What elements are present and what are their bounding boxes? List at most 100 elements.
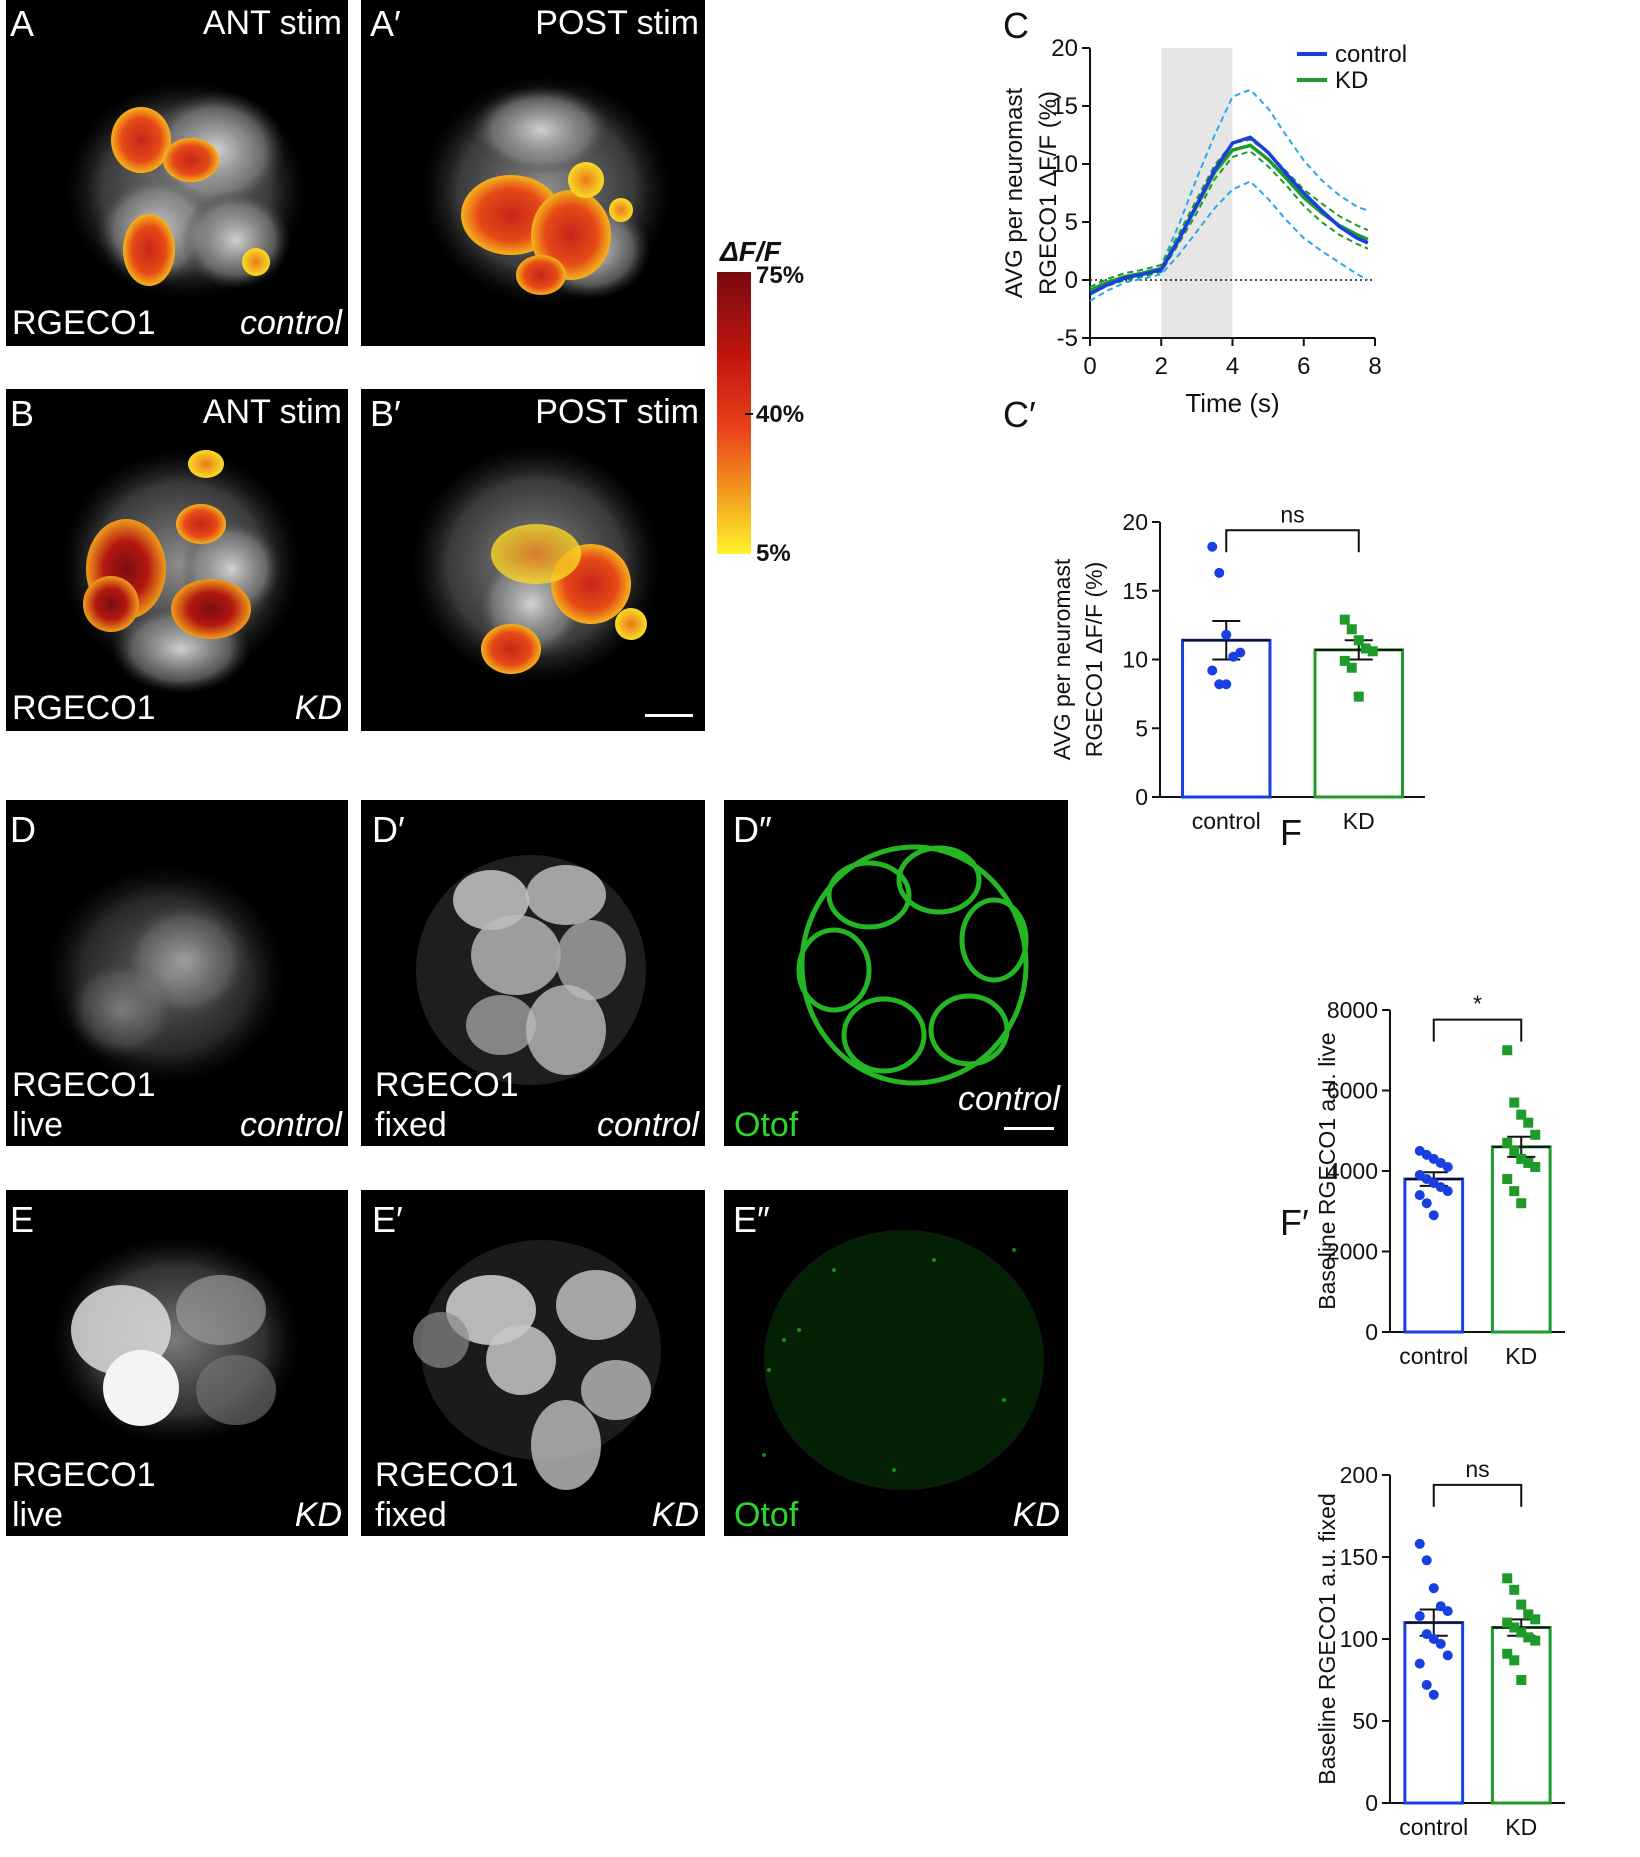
data-point-kd [1530,1614,1541,1625]
x-tick-label-kd: KD [1343,808,1375,834]
data-point-kd [1339,614,1350,625]
panel-D-indicator-label: RGECO1 [12,1066,156,1104]
data-point-kd [1502,1174,1513,1185]
panel-A-indicator-label: RGECO1 [12,304,156,342]
data-point-control [1414,1611,1425,1622]
panel-letter-B: B [10,393,35,434]
significance-bracket [1225,529,1360,553]
chart-C-prime-svg: 0 5 10 15 20 AVG per neuromast RGECO1 ΔF/F (%)… [1049,501,1425,834]
data-point-control [1414,1190,1425,1201]
y-axis-label: Baseline RGECO1 a.u. fixed [1314,1493,1340,1784]
panel-D-prime-genotype-label: control [596,1106,699,1144]
data-point-kd [1502,1045,1513,1056]
y-tick-label: 6000 [1327,1078,1378,1104]
y-axis-label: RGECO1 ΔF/F (%) [1081,562,1107,758]
data-point-kd [1523,1157,1534,1168]
panel-E-condition-label: live [12,1496,64,1534]
data-point-kd [1523,1632,1534,1643]
data-point-control [1235,647,1246,658]
data-point-kd [1516,1675,1527,1685]
bar-kd [1490,1626,1552,1805]
panel-letter-C-prime: C′ [1003,394,1036,435]
panel-E-double-prime-stain-label: Otof [734,1496,799,1534]
panel-A-micrograph [66,80,306,300]
x-tick-label-control: control [1399,1343,1468,1369]
panel-A-stim-label: ANT stim [202,4,342,42]
data-point-control [1214,567,1225,578]
panel-E-prime-genotype-label: KD [651,1496,699,1534]
data-point-kd [1346,662,1357,673]
data-point-control [1421,1679,1432,1690]
colorbar-tick-mid [745,413,753,415]
panel-letter-E: E [10,1199,35,1240]
panel-A-genotype-label: control [239,304,342,342]
scale-bar-D-double-prime [1004,1127,1054,1130]
data-point-kd [1516,1627,1527,1638]
y-tick-label: 10 [1122,647,1148,673]
panel-letter-A-prime: A′ [370,3,401,44]
x-tick-label: 8 [1368,353,1381,380]
panel-E-prime-image: RGECO1 fixed KD [361,1190,705,1536]
x-tick-label-control: control [1399,1814,1468,1840]
y-tick-label: 10 [1051,151,1078,178]
data-point-kd [1346,624,1357,635]
panel-E-prime-condition-label: fixed [375,1496,447,1534]
panel-D-image: RGECO1 live control [6,800,348,1146]
y-tick-label: 15 [1051,93,1078,120]
data-point-kd [1516,1153,1527,1164]
panel-E-prime-micrograph [413,1240,661,1490]
chart-C-prime: 0 5 10 15 20 AVG per neuromast RGECO1 ΔF/F (%)… [1010,480,1530,900]
y-axis-label: RGECO1 ΔF/F (%) [1035,91,1062,295]
data-point-kd [1509,1186,1520,1197]
stim-shading [1161,48,1233,338]
y-tick-label: 2000 [1327,1239,1378,1265]
data-point-kd [1523,1609,1534,1620]
data-point-control [1428,1634,1439,1644]
panel-letter-D-prime: D′ [372,809,405,850]
x-tick-label-control: control [1192,808,1261,834]
y-tick-label: 20 [1051,35,1078,62]
panel-letter-D: D [10,809,36,850]
panel-letter-C: C [1003,5,1029,46]
legend-label-control: control [1335,41,1407,68]
data-point-kd [1502,1648,1513,1659]
y-axis-label: AVG per neuromast [1001,88,1028,299]
data-point-kd [1367,646,1378,657]
data-point-control [1435,1638,1446,1649]
panel-B-indicator-label: RGECO1 [12,689,156,727]
y-tick-label: 8000 [1327,997,1378,1023]
panel-D-micrograph [46,865,286,1085]
data-point-kd [1523,1117,1534,1128]
bar-control [1181,638,1272,799]
data-point-kd [1530,1129,1541,1140]
data-point-kd [1353,691,1364,702]
data-point-kd [1516,1599,1527,1610]
x-tick-label: 6 [1297,353,1310,380]
panel-B-prime-micrograph [411,444,661,684]
scale-bar-B-prime [645,714,693,717]
x-tick-label: 2 [1155,353,1168,380]
y-tick-label: 0 [1365,1790,1378,1816]
significance-label: ns [1465,1456,1489,1482]
panel-D-genotype-label: control [239,1106,342,1144]
bar-control [1403,1621,1465,1805]
data-point-kd [1502,1137,1513,1148]
data-point-control [1428,1210,1439,1221]
x-tick-label-kd: KD [1505,1814,1537,1840]
data-point-control [1421,1629,1432,1640]
data-point-control [1428,1583,1439,1594]
panel-E-double-prime-genotype-label: KD [1012,1496,1060,1534]
panel-B-micrograph [61,449,301,694]
data-point-kd [1530,1161,1541,1172]
data-point-control [1421,1198,1432,1209]
colorbar-title: ΔF/F [720,236,781,267]
data-point-kd [1530,1635,1541,1646]
panel-D-prime-image: RGECO1 fixed control [361,800,705,1146]
data-point-control [1442,1161,1453,1172]
chart-F: 0 2000 4000 6000 8000 Baseline RGECO1 a.u. li… [1290,990,1630,1390]
data-point-control [1442,1650,1453,1661]
panel-E-indicator-label: RGECO1 [12,1456,156,1494]
series-control-line [1089,135,1369,296]
series-kd-sem-lower [1089,150,1369,295]
